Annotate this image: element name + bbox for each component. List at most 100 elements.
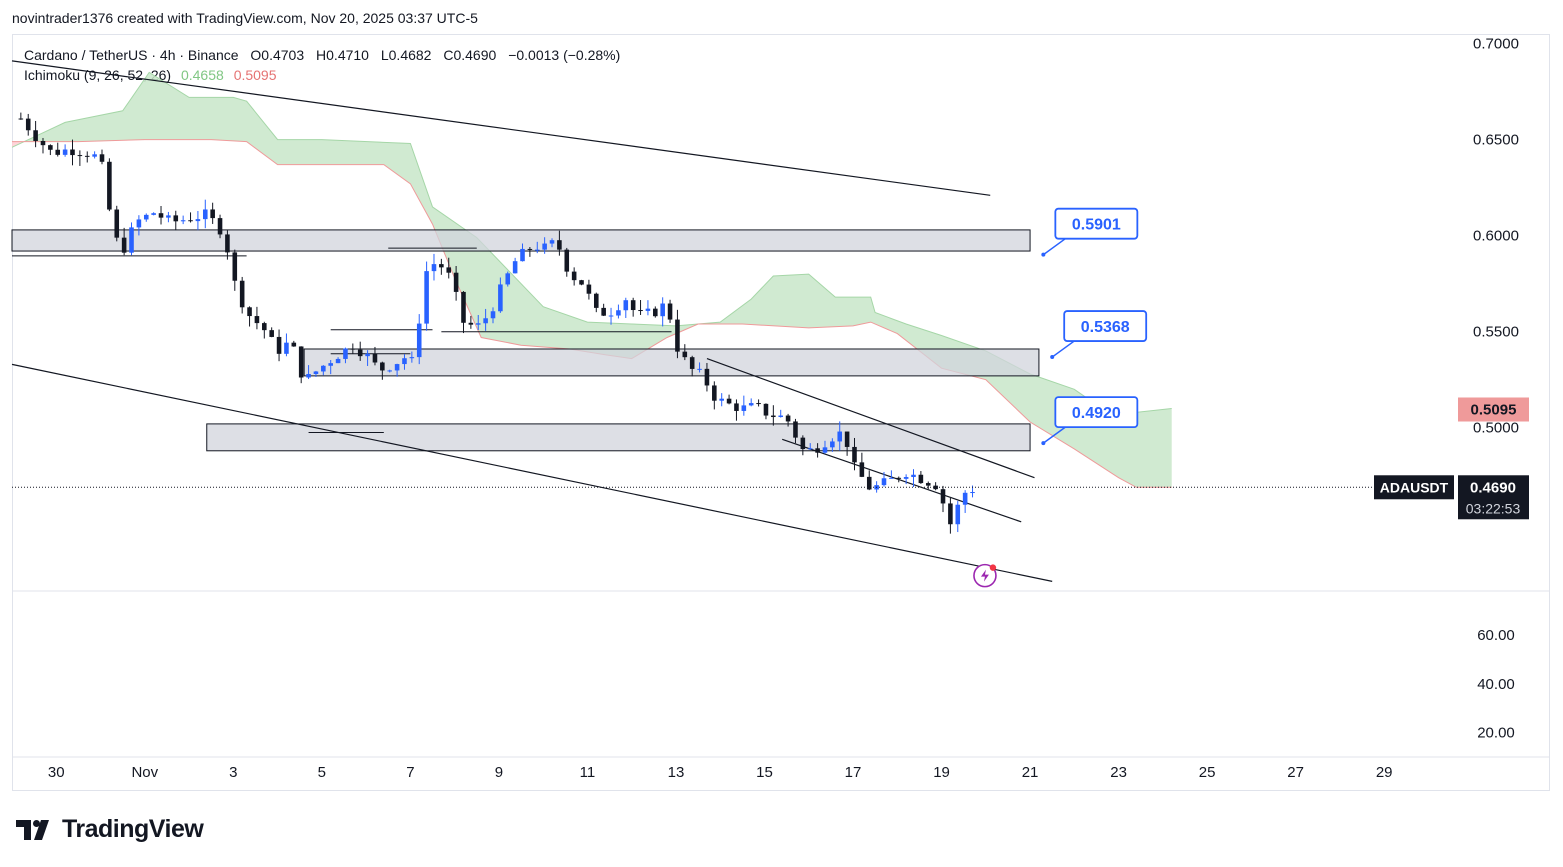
candle-body[interactable] [276, 336, 282, 354]
candle-body[interactable] [911, 474, 916, 478]
price-callout[interactable]: 0.4920 [1041, 396, 1139, 446]
candle-body[interactable] [763, 403, 769, 416]
candle-body[interactable] [461, 291, 466, 323]
candle-body[interactable] [903, 477, 909, 479]
candle-body[interactable] [616, 310, 621, 316]
wedge-top[interactable] [706, 358, 1035, 479]
candle-body[interactable] [402, 358, 407, 365]
candle-body[interactable] [645, 308, 651, 311]
candle-body[interactable] [343, 348, 348, 359]
candle-body[interactable] [564, 249, 570, 272]
candle-body[interactable] [630, 300, 636, 311]
candle-body[interactable] [837, 431, 843, 442]
candle-body[interactable] [940, 489, 946, 504]
candle-body[interactable] [158, 213, 164, 218]
candle-body[interactable] [313, 371, 319, 374]
candle-body[interactable] [889, 477, 894, 479]
candle-body[interactable] [284, 342, 289, 354]
candle-body[interactable] [166, 215, 171, 218]
candle-body[interactable] [505, 273, 511, 285]
candle-body[interactable] [719, 398, 724, 401]
candle-body[interactable] [962, 492, 968, 505]
candle-body[interactable] [793, 421, 798, 438]
zone-lower[interactable] [206, 423, 1031, 452]
candle-body[interactable] [129, 227, 134, 253]
candle-body[interactable] [933, 485, 938, 490]
candle-body[interactable] [33, 130, 38, 141]
candle-body[interactable] [542, 243, 547, 250]
candle-body[interactable] [785, 415, 791, 422]
candle-body[interactable] [778, 415, 784, 418]
candle-body[interactable] [852, 446, 857, 463]
candle-body[interactable] [571, 271, 577, 281]
candle-body[interactable] [446, 267, 452, 273]
candle-body[interactable] [527, 248, 533, 250]
candle-body[interactable] [114, 209, 120, 238]
candle-body[interactable] [269, 330, 274, 337]
candle-body[interactable] [232, 252, 238, 281]
candle-body[interactable] [844, 431, 850, 447]
symbol-title[interactable]: Cardano / TetherUS · 4h · Binance [24, 47, 239, 63]
candle-body[interactable] [424, 271, 429, 324]
candle-body[interactable] [77, 155, 83, 157]
candle-body[interactable] [918, 474, 924, 484]
candle-body[interactable] [822, 447, 828, 453]
candle-body[interactable] [881, 478, 887, 486]
candle-body[interactable] [321, 365, 326, 372]
candle-body[interactable] [350, 348, 356, 350]
candle-body[interactable] [660, 303, 665, 317]
candle-body[interactable] [217, 218, 223, 235]
candle-body[interactable] [151, 213, 156, 215]
indicator-name[interactable]: Ichimoku (9, 26, 52, 26) [24, 67, 172, 83]
candle-body[interactable] [328, 363, 333, 366]
candle-body[interactable] [372, 353, 378, 363]
candle-body[interactable] [520, 248, 525, 262]
candle-body[interactable] [431, 264, 437, 272]
candle-body[interactable] [99, 154, 105, 162]
candle-body[interactable] [365, 353, 370, 357]
candle-body[interactable] [955, 504, 961, 525]
descending-channel-bottom[interactable] [11, 363, 1053, 582]
candle-body[interactable] [925, 483, 931, 486]
candle-body[interactable] [549, 240, 555, 244]
candle-body[interactable] [638, 310, 643, 312]
candle-body[interactable] [453, 272, 459, 292]
candle-body[interactable] [107, 161, 112, 210]
candle-body[interactable] [409, 357, 415, 359]
zone-upper[interactable] [11, 229, 1031, 252]
candle-body[interactable] [394, 364, 400, 371]
candle-body[interactable] [623, 300, 629, 311]
candle-body[interactable] [498, 284, 503, 312]
candle-body[interactable] [357, 349, 363, 357]
candle-body[interactable] [254, 316, 260, 324]
descending-channel-top[interactable] [11, 60, 991, 196]
candle-body[interactable] [557, 240, 562, 250]
candle-body[interactable] [387, 370, 393, 372]
price-callout[interactable]: 0.5368 [1050, 310, 1148, 360]
candle-body[interactable] [48, 145, 53, 150]
candle-body[interactable] [512, 261, 518, 274]
candle-body[interactable] [262, 323, 267, 331]
candle-body[interactable] [416, 323, 422, 358]
candle-body[interactable] [475, 323, 481, 325]
candle-body[interactable] [483, 318, 488, 324]
candle-body[interactable] [756, 403, 761, 405]
candle-body[interactable] [667, 303, 673, 320]
candle-body[interactable] [210, 209, 215, 219]
candle-body[interactable] [726, 398, 732, 404]
candle-body[interactable] [306, 373, 311, 378]
candle-body[interactable] [40, 140, 46, 146]
candle-body[interactable] [180, 220, 186, 222]
candle-body[interactable] [697, 368, 702, 370]
candle-body[interactable] [291, 342, 297, 347]
candle-body[interactable] [859, 462, 865, 477]
candle-body[interactable] [800, 437, 806, 450]
candle-body[interactable] [70, 149, 75, 156]
candle-body[interactable] [807, 448, 813, 450]
candle-body[interactable] [689, 357, 695, 369]
candle-body[interactable] [25, 118, 31, 131]
candle-body[interactable] [608, 315, 614, 317]
candle-body[interactable] [335, 358, 341, 364]
candle-body[interactable] [62, 149, 68, 155]
